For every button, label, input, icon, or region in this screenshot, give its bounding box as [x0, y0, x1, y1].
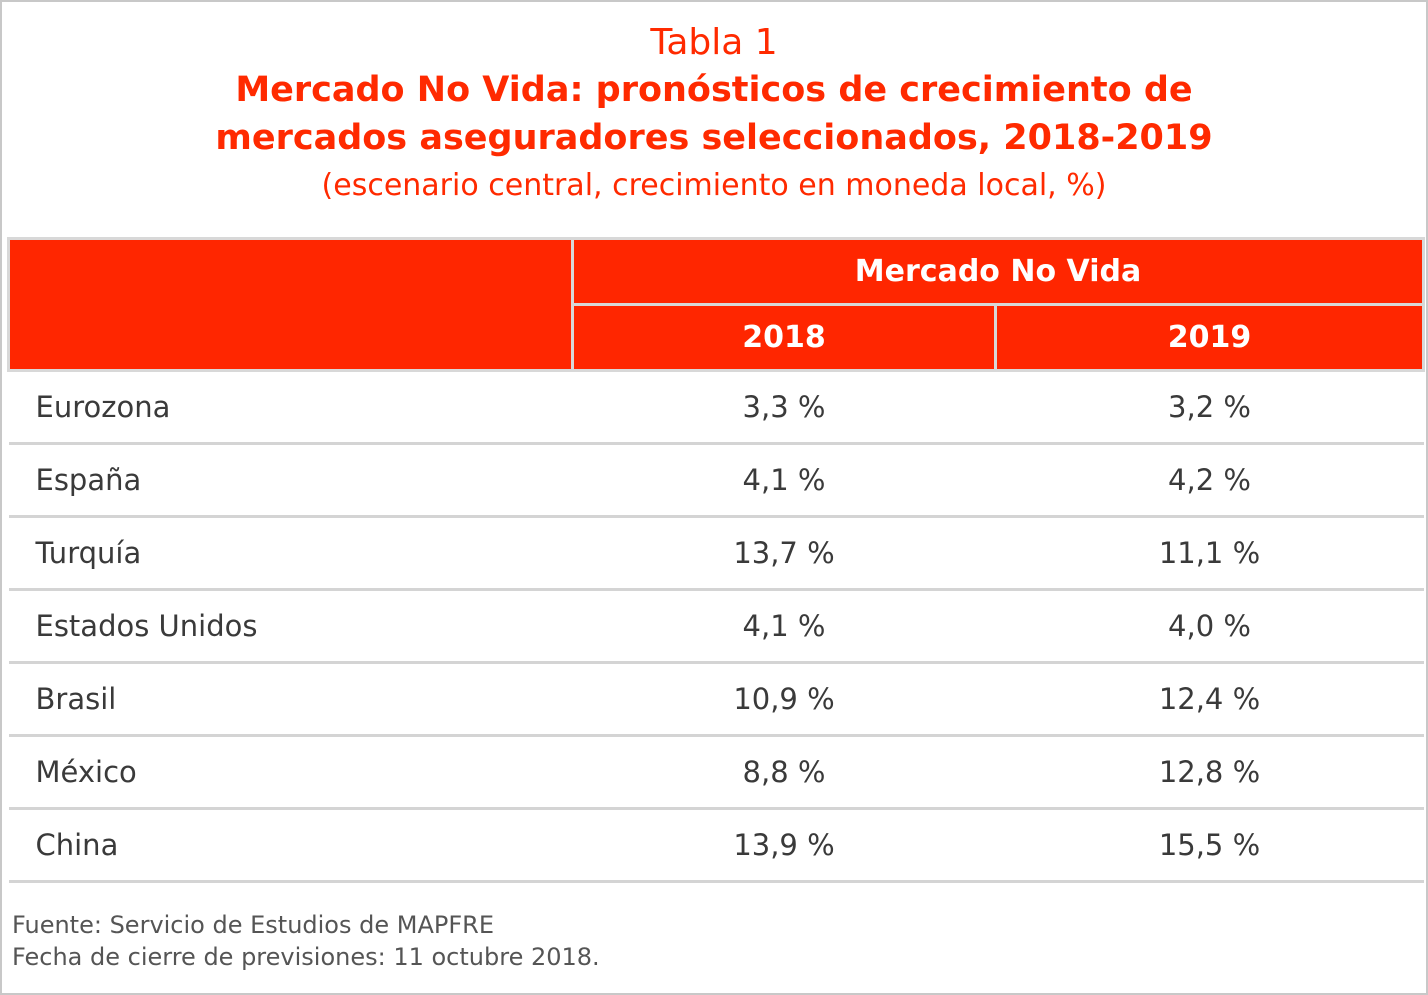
- table-row: Estados Unidos 4,1 % 4,0 %: [8, 589, 1424, 664]
- table-row: Eurozona 3,3 % 3,2 %: [8, 370, 1424, 445]
- row-value-2019: 12,4 %: [995, 662, 1424, 737]
- source-note: Fuente: Servicio de Estudios de MAPFRE: [12, 911, 494, 939]
- row-value-2018: 3,3 %: [572, 370, 996, 445]
- row-value-2018: 8,8 %: [572, 735, 996, 810]
- row-value-2019: 11,1 %: [995, 516, 1424, 591]
- row-value-2018: 10,9 %: [572, 662, 996, 737]
- table-row: China 13,9 % 15,5 %: [8, 808, 1424, 883]
- row-value-2019: 3,2 %: [995, 370, 1424, 445]
- forecast-table: Mercado No Vida 2018 2019 Eurozona 3,3 %…: [7, 237, 1425, 883]
- row-name: España: [8, 443, 573, 518]
- table-label: Tabla 1: [650, 22, 778, 63]
- table-subtitle: (escenario central, crecimiento en moned…: [321, 168, 1107, 203]
- closing-date-note: Fecha de cierre de previsiones: 11 octub…: [12, 943, 600, 971]
- row-value-2018: 13,9 %: [572, 808, 996, 883]
- table-row: España 4,1 % 4,2 %: [8, 443, 1424, 518]
- row-value-2018: 4,1 %: [572, 443, 996, 518]
- row-value-2019: 4,0 %: [995, 589, 1424, 664]
- footnotes: Fuente: Servicio de Estudios de MAPFRE F…: [12, 909, 600, 973]
- header-blank-cell: [7, 237, 574, 372]
- row-value-2018: 13,7 %: [572, 516, 996, 591]
- row-name: China: [8, 808, 573, 883]
- table-row: Turquía 13,7 % 11,1 %: [8, 516, 1424, 591]
- header-group-mercado-no-vida: Mercado No Vida: [571, 237, 1425, 306]
- header-year-2019: 2019: [994, 303, 1425, 372]
- row-value-2019: 15,5 %: [995, 808, 1424, 883]
- header-year-2018: 2018: [571, 303, 997, 372]
- table-title-line-1: Mercado No Vida: pronósticos de crecimie…: [235, 70, 1193, 110]
- row-name: México: [8, 735, 573, 810]
- row-name: Brasil: [8, 662, 573, 737]
- table-row: México 8,8 % 12,8 %: [8, 735, 1424, 810]
- row-name: Estados Unidos: [8, 589, 573, 664]
- title-block: Tabla 1 Mercado No Vida: pronósticos de …: [2, 20, 1426, 208]
- row-name: Turquía: [8, 516, 573, 591]
- row-value-2019: 12,8 %: [995, 735, 1424, 810]
- row-value-2019: 4,2 %: [995, 443, 1424, 518]
- row-value-2018: 4,1 %: [572, 589, 996, 664]
- table-row: Brasil 10,9 % 12,4 %: [8, 662, 1424, 737]
- table-title-line-2: mercados aseguradores seleccionados, 201…: [215, 118, 1213, 158]
- row-name: Eurozona: [8, 370, 573, 445]
